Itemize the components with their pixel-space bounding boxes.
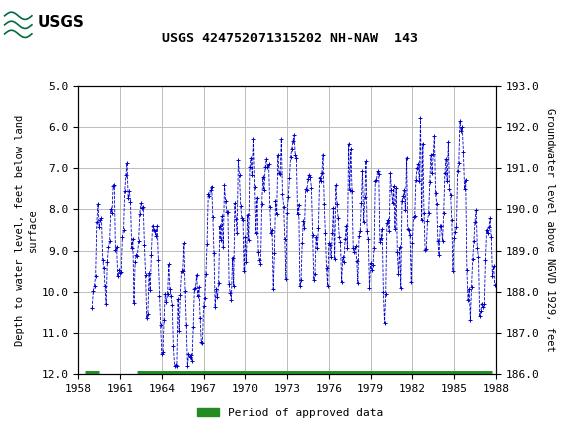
Y-axis label: Groundwater level above NGVD 1929, feet: Groundwater level above NGVD 1929, feet [545,108,555,352]
Legend: Period of approved data: Period of approved data [193,403,387,422]
Text: USGS: USGS [38,15,85,30]
Y-axis label: Depth to water level, feet below land
surface: Depth to water level, feet below land su… [15,114,38,346]
Text: USGS 424752071315202 NH-NAW  143: USGS 424752071315202 NH-NAW 143 [162,32,418,45]
